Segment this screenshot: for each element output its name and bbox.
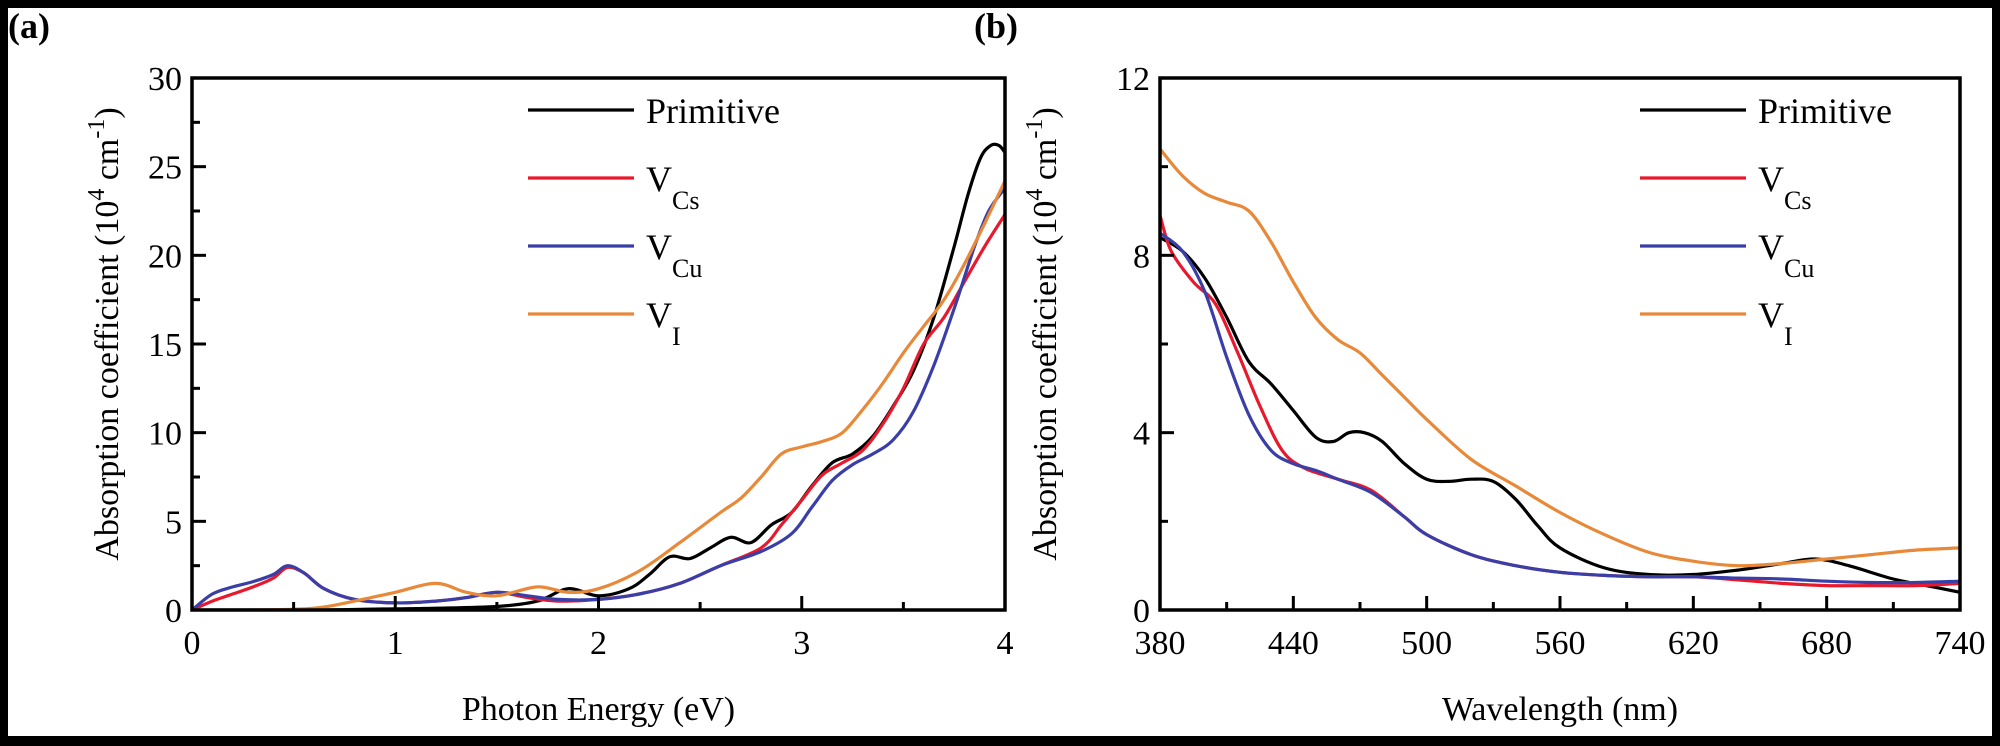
y-tick-label: 25 (148, 150, 182, 187)
x-axis-title: Wavelength (nm) (1442, 691, 1678, 728)
y-tick-label: 30 (148, 61, 182, 98)
series-line-primitive (1160, 236, 1960, 594)
legend-label-sub: I (1784, 322, 1793, 351)
y-tick-label: 5 (165, 504, 182, 541)
y-tick-label: 8 (1133, 238, 1150, 275)
series-line-v-cs (1160, 214, 1960, 588)
x-tick-label: 1 (387, 625, 404, 662)
legend-label-sub: I (672, 322, 681, 351)
y-title-sup: 4 (84, 189, 110, 201)
legend-label-main: Primitive (1758, 91, 1892, 131)
y-title-sup: -1 (1022, 119, 1048, 139)
x-tick-label: 500 (1401, 625, 1452, 662)
series-line-v-cs (192, 213, 1005, 610)
x-tick-label: 620 (1668, 625, 1719, 662)
plot-frame (190, 76, 1007, 612)
legend-label: VCs (1758, 159, 1811, 215)
x-axis-title: Photon Energy (eV) (462, 691, 735, 728)
legend-label: VCs (646, 159, 699, 215)
panel-label: (a) (8, 8, 50, 46)
x-tick-label: 3 (793, 625, 810, 662)
y-tick-label: 20 (148, 238, 182, 275)
y-tick-label: 10 (148, 416, 182, 453)
y-tick-label: 12 (1116, 61, 1150, 98)
y-tick-label: 4 (1133, 416, 1150, 453)
legend-label-main: V (646, 295, 672, 335)
x-tick-label: 4 (997, 625, 1014, 662)
legend-label-main: Primitive (646, 91, 780, 131)
y-title-sup: -1 (84, 119, 110, 139)
legend-label: Primitive (646, 91, 780, 131)
series-line-v-i (1160, 147, 1960, 568)
series-line-v-cu (1160, 231, 1960, 585)
y-title-end: ) (89, 107, 126, 118)
legend-label: Primitive (1758, 91, 1892, 131)
x-tick-label: 680 (1801, 625, 1852, 662)
x-tick-label: 740 (1935, 625, 1986, 662)
y-axis-title: Absorption coefficient (104 cm-1) (84, 107, 126, 560)
figure-canvas: (a) 0 1 2 3 4 0 5 10 15 20 25 30 Photon Energy (eV) Ab… (8, 8, 1992, 736)
x-tick-label: 380 (1135, 625, 1186, 662)
y-tick-label: 0 (165, 593, 182, 630)
legend-label: VI (1758, 295, 1793, 351)
y-title-mid: cm (89, 139, 126, 189)
legend-label: VCu (1758, 227, 1814, 283)
legend-label: VCu (646, 227, 702, 283)
x-tick-label: 2 (590, 625, 607, 662)
y-axis-title: Absorption coefficient (104 cm-1) (1022, 107, 1064, 560)
y-title-base: Absorption coefficient (10 (1027, 201, 1064, 561)
y-title-end: ) (1027, 107, 1064, 118)
series-line-primitive (192, 142, 1005, 610)
x-tick-label: 560 (1535, 625, 1586, 662)
x-tick-label: 0 (184, 625, 201, 662)
y-title-sup: 4 (1022, 189, 1048, 201)
panel-a: (a) 0 1 2 3 4 0 5 10 15 20 25 30 Photon Energy (eV) Ab… (8, 8, 1014, 728)
legend-label-main: V (1758, 159, 1784, 199)
panel-label: (b) (974, 8, 1018, 46)
x-tick-label: 440 (1268, 625, 1319, 662)
legend-label: VI (646, 295, 681, 351)
legend-label-sub: Cu (1784, 254, 1814, 283)
y-title-base: Absorption coefficient (10 (89, 201, 126, 561)
y-tick-label: 0 (1133, 593, 1150, 630)
legend-label-sub: Cs (672, 186, 699, 215)
plot-frame (1158, 76, 1962, 612)
panel-b: (b) 380 440 500 560 620 680 740 0 4 8 12 Wavelength … (974, 8, 1986, 728)
legend-label-sub: Cs (1784, 186, 1811, 215)
legend-label-main: V (1758, 227, 1784, 267)
y-tick-label: 15 (148, 327, 182, 364)
legend-label-sub: Cu (672, 254, 702, 283)
legend-label-main: V (646, 227, 672, 267)
series-line-v-cu (192, 186, 1005, 610)
series-line-v-i (192, 180, 1005, 610)
legend-label-main: V (1758, 295, 1784, 335)
y-title-mid: cm (1027, 139, 1064, 189)
legend-label-main: V (646, 159, 672, 199)
